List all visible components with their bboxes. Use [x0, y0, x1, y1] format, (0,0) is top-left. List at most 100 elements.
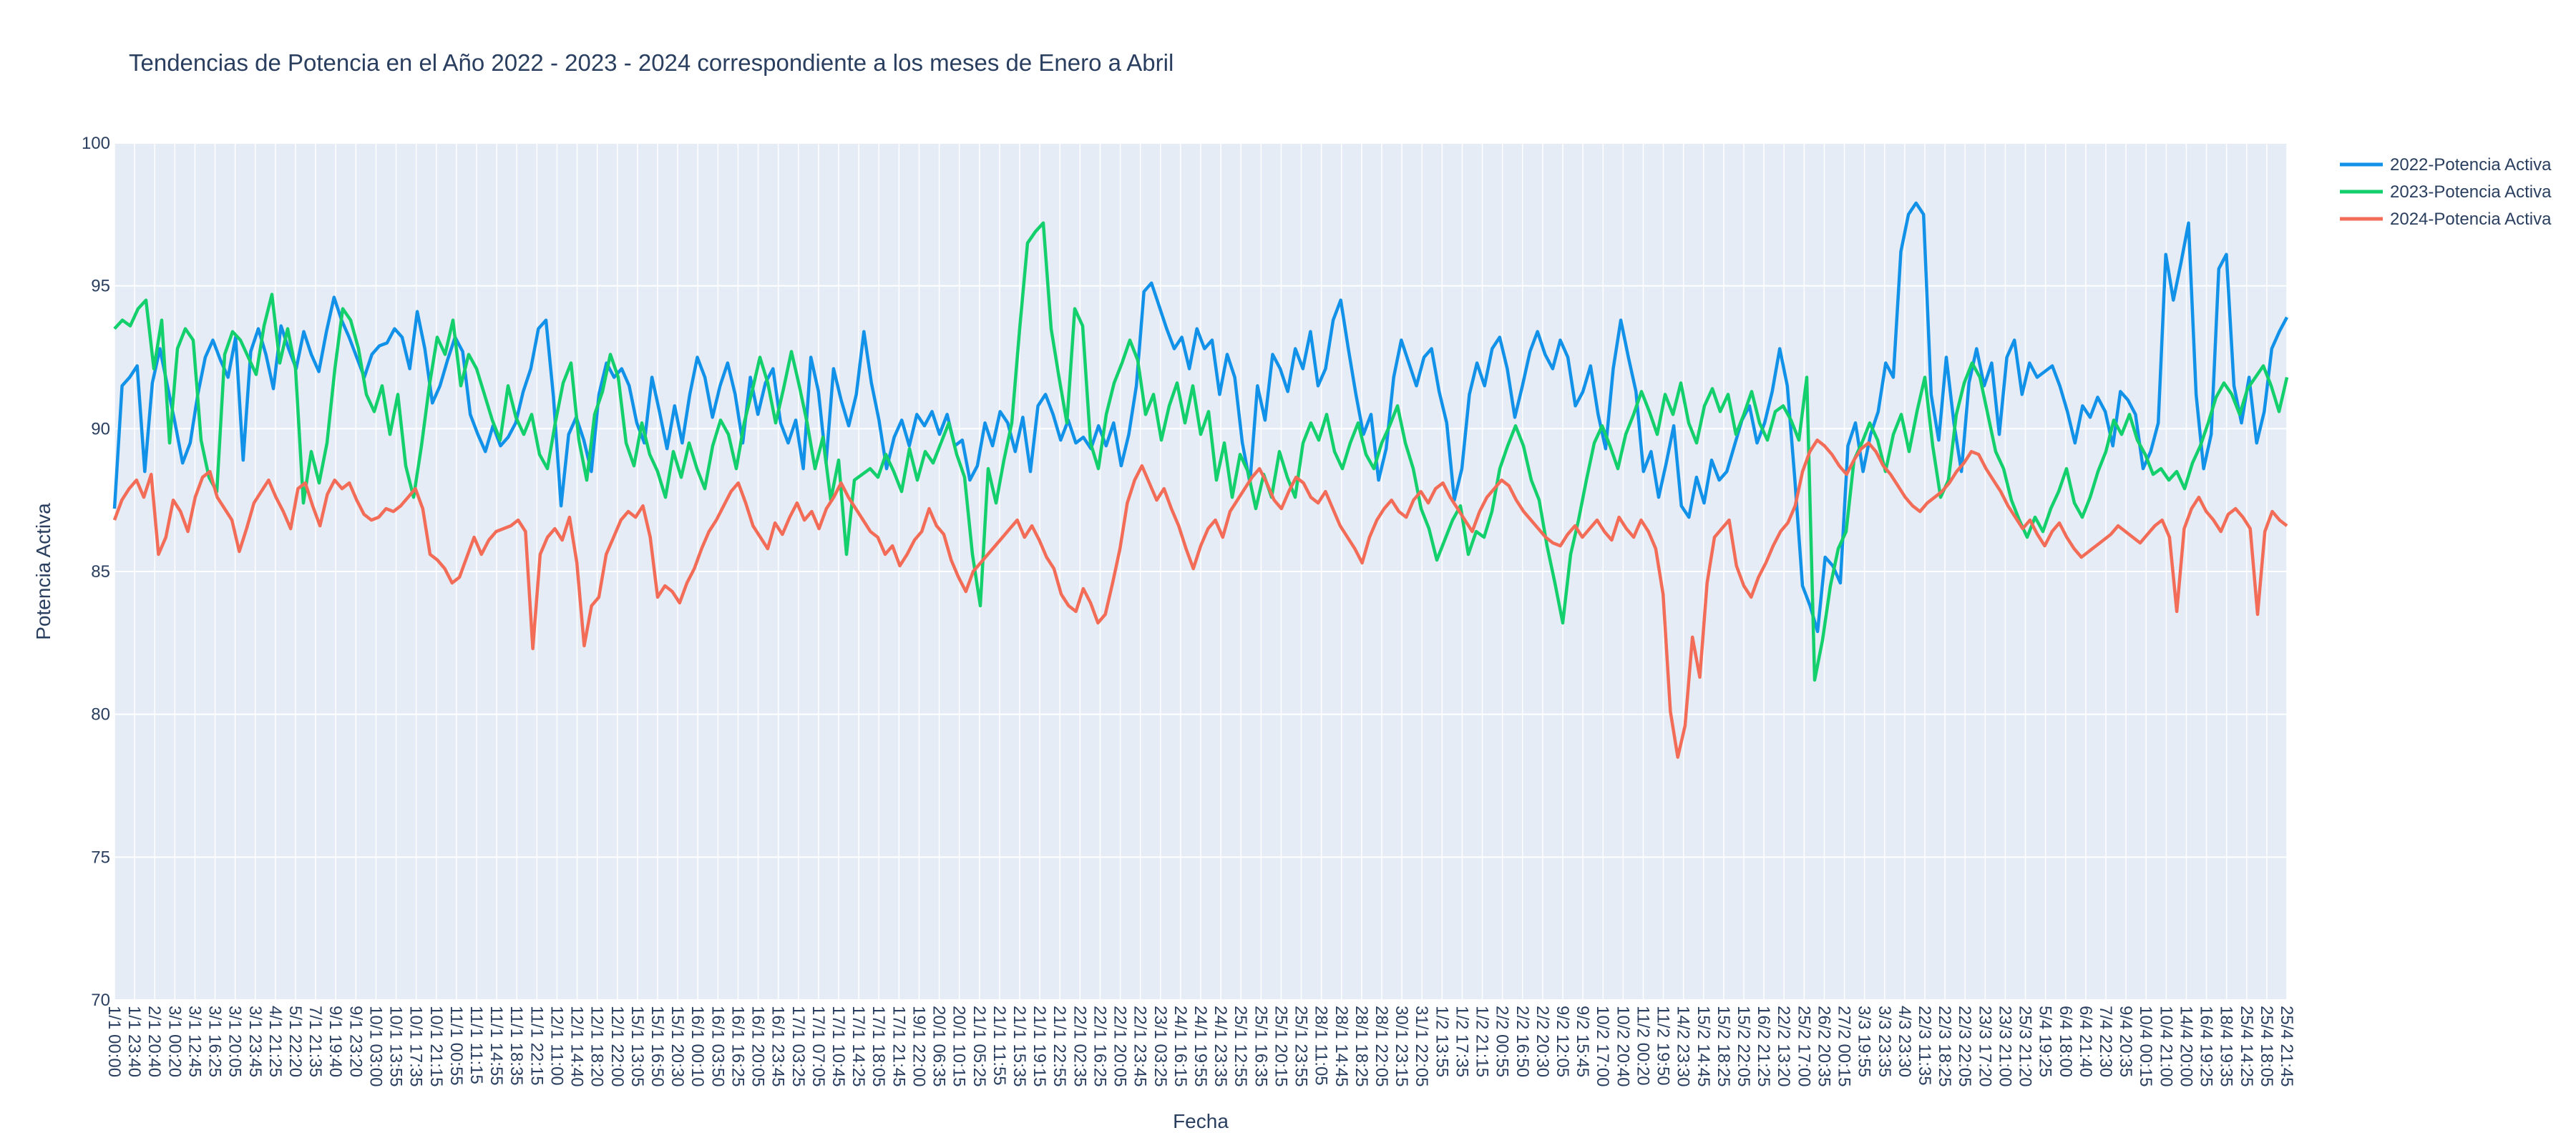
legend-label-3: 2024-Potencia Activa — [2390, 210, 2552, 229]
x-tick-label: 15/2 18:25 — [1714, 1006, 1733, 1086]
x-tick-label: 14/4 20:00 — [2176, 1006, 2195, 1086]
x-tick-label: 11/1 18:35 — [507, 1006, 526, 1086]
x-tick-label: 3/1 00:20 — [165, 1006, 184, 1077]
x-tick-label: 23/3 17:20 — [1975, 1006, 1994, 1086]
x-tick-label: 25/3 21:20 — [2016, 1006, 2035, 1086]
x-tick-label: 24/1 19:55 — [1191, 1006, 1210, 1086]
x-tick-label: 21/1 15:35 — [1010, 1006, 1029, 1086]
series-line-3 — [112, 438, 2288, 759]
x-tick-label: 28/1 14:45 — [1332, 1006, 1351, 1086]
y-tick-label: 90 — [91, 419, 110, 438]
y-tick-label: 95 — [91, 277, 110, 296]
x-tick-label: 23/1 03:25 — [1151, 1006, 1170, 1086]
x-tick-label: 16/1 03:50 — [708, 1006, 727, 1086]
x-tick-label: 24/1 16:15 — [1171, 1006, 1190, 1086]
x-tick-label: 10/1 17:35 — [406, 1006, 426, 1086]
x-tick-label: 25/1 20:15 — [1271, 1006, 1290, 1086]
x-tick-label: 16/1 23:45 — [769, 1006, 788, 1086]
x-tick-label: 9/2 12:05 — [1553, 1006, 1572, 1077]
x-tick-label: 17/1 18:05 — [869, 1006, 888, 1086]
legend-label-2: 2023-Potencia Activa — [2390, 182, 2552, 202]
x-tick-label: 12/1 18:20 — [587, 1006, 607, 1086]
x-tick-label: 6/4 21:40 — [2076, 1006, 2095, 1077]
legend: 2022-Potencia Activa 2023-Potencia Activa… — [2340, 155, 2552, 229]
x-tick-label: 3/1 20:05 — [225, 1006, 245, 1077]
x-tick-label: 31/1 22:05 — [1412, 1006, 1431, 1086]
x-tick-label: 21/1 22:55 — [1050, 1006, 1069, 1086]
x-tick-label: 2/2 20:30 — [1533, 1006, 1552, 1077]
x-tick-label: 4/3 23:30 — [1895, 1006, 1914, 1077]
x-tick-label: 5/1 22:20 — [286, 1006, 305, 1077]
x-tick-label: 10/4 00:15 — [2136, 1006, 2155, 1086]
x-tick-label: 3/3 19:55 — [1855, 1006, 1874, 1077]
x-tick-label: 25/1 16:35 — [1251, 1006, 1270, 1086]
x-tick-label: 16/2 21:25 — [1754, 1006, 1773, 1086]
series-line-1 — [112, 201, 2288, 634]
x-tick-label: 17/1 10:45 — [829, 1006, 848, 1086]
x-tick-label: 14/2 23:30 — [1674, 1006, 1693, 1086]
x-tick-label: 26/2 20:35 — [1814, 1006, 1833, 1086]
x-tick-label: 2/1 20:40 — [145, 1006, 164, 1077]
y-tick-label: 80 — [91, 705, 110, 725]
x-tick-label: 9/1 19:40 — [326, 1006, 345, 1077]
x-tick-label: 10/2 20:40 — [1613, 1006, 1632, 1086]
x-tick-label: 11/1 14:55 — [487, 1006, 506, 1086]
x-tick-label: 1/1 00:00 — [104, 1006, 124, 1077]
x-tick-label: 16/4 19:25 — [2197, 1006, 2216, 1086]
x-tick-label: 3/1 16:25 — [205, 1006, 225, 1077]
x-tick-label: 5/4 19:25 — [2036, 1006, 2055, 1077]
y-axis-title: Potencia Activa — [32, 503, 54, 640]
x-tick-label: 27/2 00:15 — [1835, 1006, 1854, 1086]
x-tick-label: 30/1 23:15 — [1392, 1006, 1411, 1086]
x-ticks: 1/1 00:00 1/1 23:40 2/1 20:40 3/1 00:20 3/1 … — [104, 1006, 2296, 1086]
x-tick-label: 17/1 21:45 — [889, 1006, 908, 1086]
x-tick-label: 11/1 11:15 — [467, 1006, 486, 1084]
x-tick-label: 22/1 02:35 — [1070, 1006, 1089, 1086]
x-tick-label: 15/2 22:05 — [1734, 1006, 1753, 1086]
x-tick-label: 16/1 20:05 — [748, 1006, 768, 1086]
x-tick-label: 20/1 10:15 — [950, 1006, 969, 1086]
x-tick-label: 16/1 00:10 — [688, 1006, 707, 1086]
x-tick-label: 15/1 20:30 — [668, 1006, 687, 1086]
x-tick-label: 2/2 16:50 — [1513, 1006, 1532, 1077]
y-ticks: 70 75 80 85 90 95 100 — [82, 134, 110, 1010]
x-tick-label: 17/1 07:05 — [809, 1006, 828, 1086]
x-tick-label: 17/1 14:25 — [849, 1006, 868, 1086]
x-tick-label: 10/1 21:15 — [426, 1006, 446, 1086]
x-tick-label: 1/2 13:55 — [1432, 1006, 1451, 1077]
x-tick-label: 11/2 00:20 — [1633, 1006, 1652, 1086]
x-tick-label: 2/2 00:55 — [1493, 1006, 1512, 1077]
x-tick-label: 25/1 23:55 — [1292, 1006, 1311, 1086]
x-tick-label: 15/2 14:45 — [1694, 1006, 1713, 1086]
x-tick-label: 17/1 03:25 — [789, 1006, 808, 1086]
x-tick-label: 3/3 23:35 — [1875, 1006, 1894, 1077]
x-tick-label: 25/1 12:55 — [1231, 1006, 1250, 1086]
x-tick-label: 3/1 23:45 — [245, 1006, 265, 1077]
x-tick-label: 9/1 23:20 — [346, 1006, 365, 1077]
x-tick-label: 24/1 23:35 — [1211, 1006, 1230, 1086]
x-tick-label: 7/4 22:30 — [2096, 1006, 2115, 1077]
x-tick-label: 15/1 16:50 — [648, 1006, 667, 1086]
x-tick-label: 20/1 06:35 — [930, 1006, 949, 1086]
x-tick-label: 21/1 19:15 — [1030, 1006, 1049, 1086]
x-tick-label: 25/4 18:05 — [2257, 1006, 2276, 1086]
x-tick-label: 21/1 05:25 — [970, 1006, 989, 1086]
x-tick-label: 10/2 17:00 — [1593, 1006, 1612, 1086]
x-tick-label: 1/2 17:35 — [1452, 1006, 1471, 1077]
x-tick-label: 22/1 23:45 — [1131, 1006, 1150, 1086]
x-tick-label: 23/3 21:00 — [1995, 1006, 2014, 1086]
legend-label-1: 2022-Potencia Activa — [2390, 155, 2552, 175]
y-tick-label: 75 — [91, 848, 110, 867]
x-tick-label: 18/4 19:35 — [2217, 1006, 2236, 1086]
y-tick-label: 100 — [82, 134, 110, 153]
x-tick-label: 3/1 12:45 — [185, 1006, 204, 1077]
y-grid — [114, 142, 2287, 1001]
x-tick-label: 11/1 22:15 — [527, 1006, 546, 1086]
x-tick-label: 11/2 19:50 — [1654, 1006, 1673, 1086]
x-tick-label: 16/1 16:25 — [728, 1006, 747, 1086]
x-tick-label: 12/1 22:00 — [608, 1006, 627, 1086]
x-tick-label: 4/1 21:25 — [265, 1006, 285, 1077]
x-tick-label: 9/2 15:45 — [1573, 1006, 1592, 1077]
